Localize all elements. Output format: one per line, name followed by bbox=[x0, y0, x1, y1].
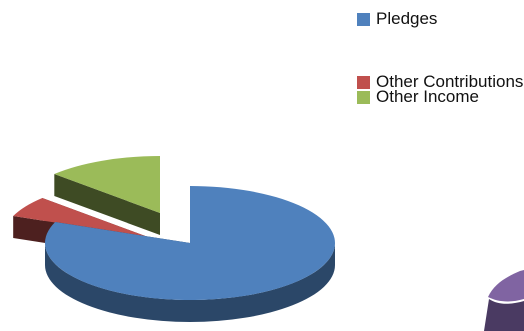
slice-pledges bbox=[45, 186, 335, 322]
partial-slice-purple-side bbox=[484, 299, 524, 331]
legend-item-other-contributions: Other Contributions bbox=[356, 71, 524, 92]
partial-slice-purple bbox=[484, 270, 524, 331]
slice-pledges-top bbox=[45, 186, 335, 300]
slice-other-contributions-top bbox=[13, 197, 149, 237]
legend-swatch-pledges bbox=[357, 13, 370, 26]
legend-label-other-income: Other Income bbox=[376, 87, 479, 106]
legend: Pledges Other Contributions Other Income bbox=[356, 8, 524, 106]
legend-label-pledges: Pledges bbox=[376, 9, 438, 28]
legend-item-pledges: Pledges bbox=[356, 8, 524, 29]
legend-swatch-other-contributions bbox=[357, 76, 370, 89]
legend-item-other-income: Other Income bbox=[356, 86, 524, 107]
partial-slice-purple-top bbox=[488, 270, 524, 302]
slice-other-income-wall-start bbox=[54, 173, 161, 235]
slice-other-income bbox=[54, 156, 161, 235]
legend-swatch-other-income bbox=[357, 91, 370, 104]
slice-pledges-side-0 bbox=[45, 243, 335, 322]
slice-other-income-top bbox=[54, 156, 161, 213]
legend-label-other-contributions: Other Contributions bbox=[376, 72, 524, 91]
